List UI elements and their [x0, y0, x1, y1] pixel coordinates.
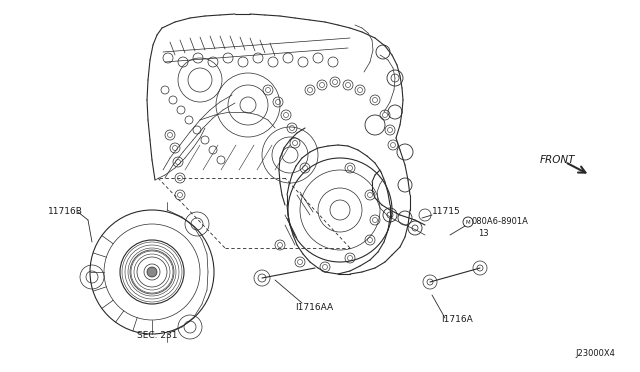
Text: J23000X4: J23000X4 [575, 349, 615, 357]
Text: 13: 13 [478, 230, 488, 238]
Circle shape [147, 267, 157, 277]
Text: I1716A: I1716A [441, 315, 473, 324]
Text: I1716AA: I1716AA [295, 302, 333, 311]
Text: SEC. 231: SEC. 231 [137, 330, 177, 340]
Text: FRONT: FRONT [540, 155, 575, 165]
Text: 11716B: 11716B [48, 206, 83, 215]
Text: 11715: 11715 [432, 208, 461, 217]
Text: M: M [466, 219, 470, 224]
Text: 080A6-8901A: 080A6-8901A [472, 218, 529, 227]
